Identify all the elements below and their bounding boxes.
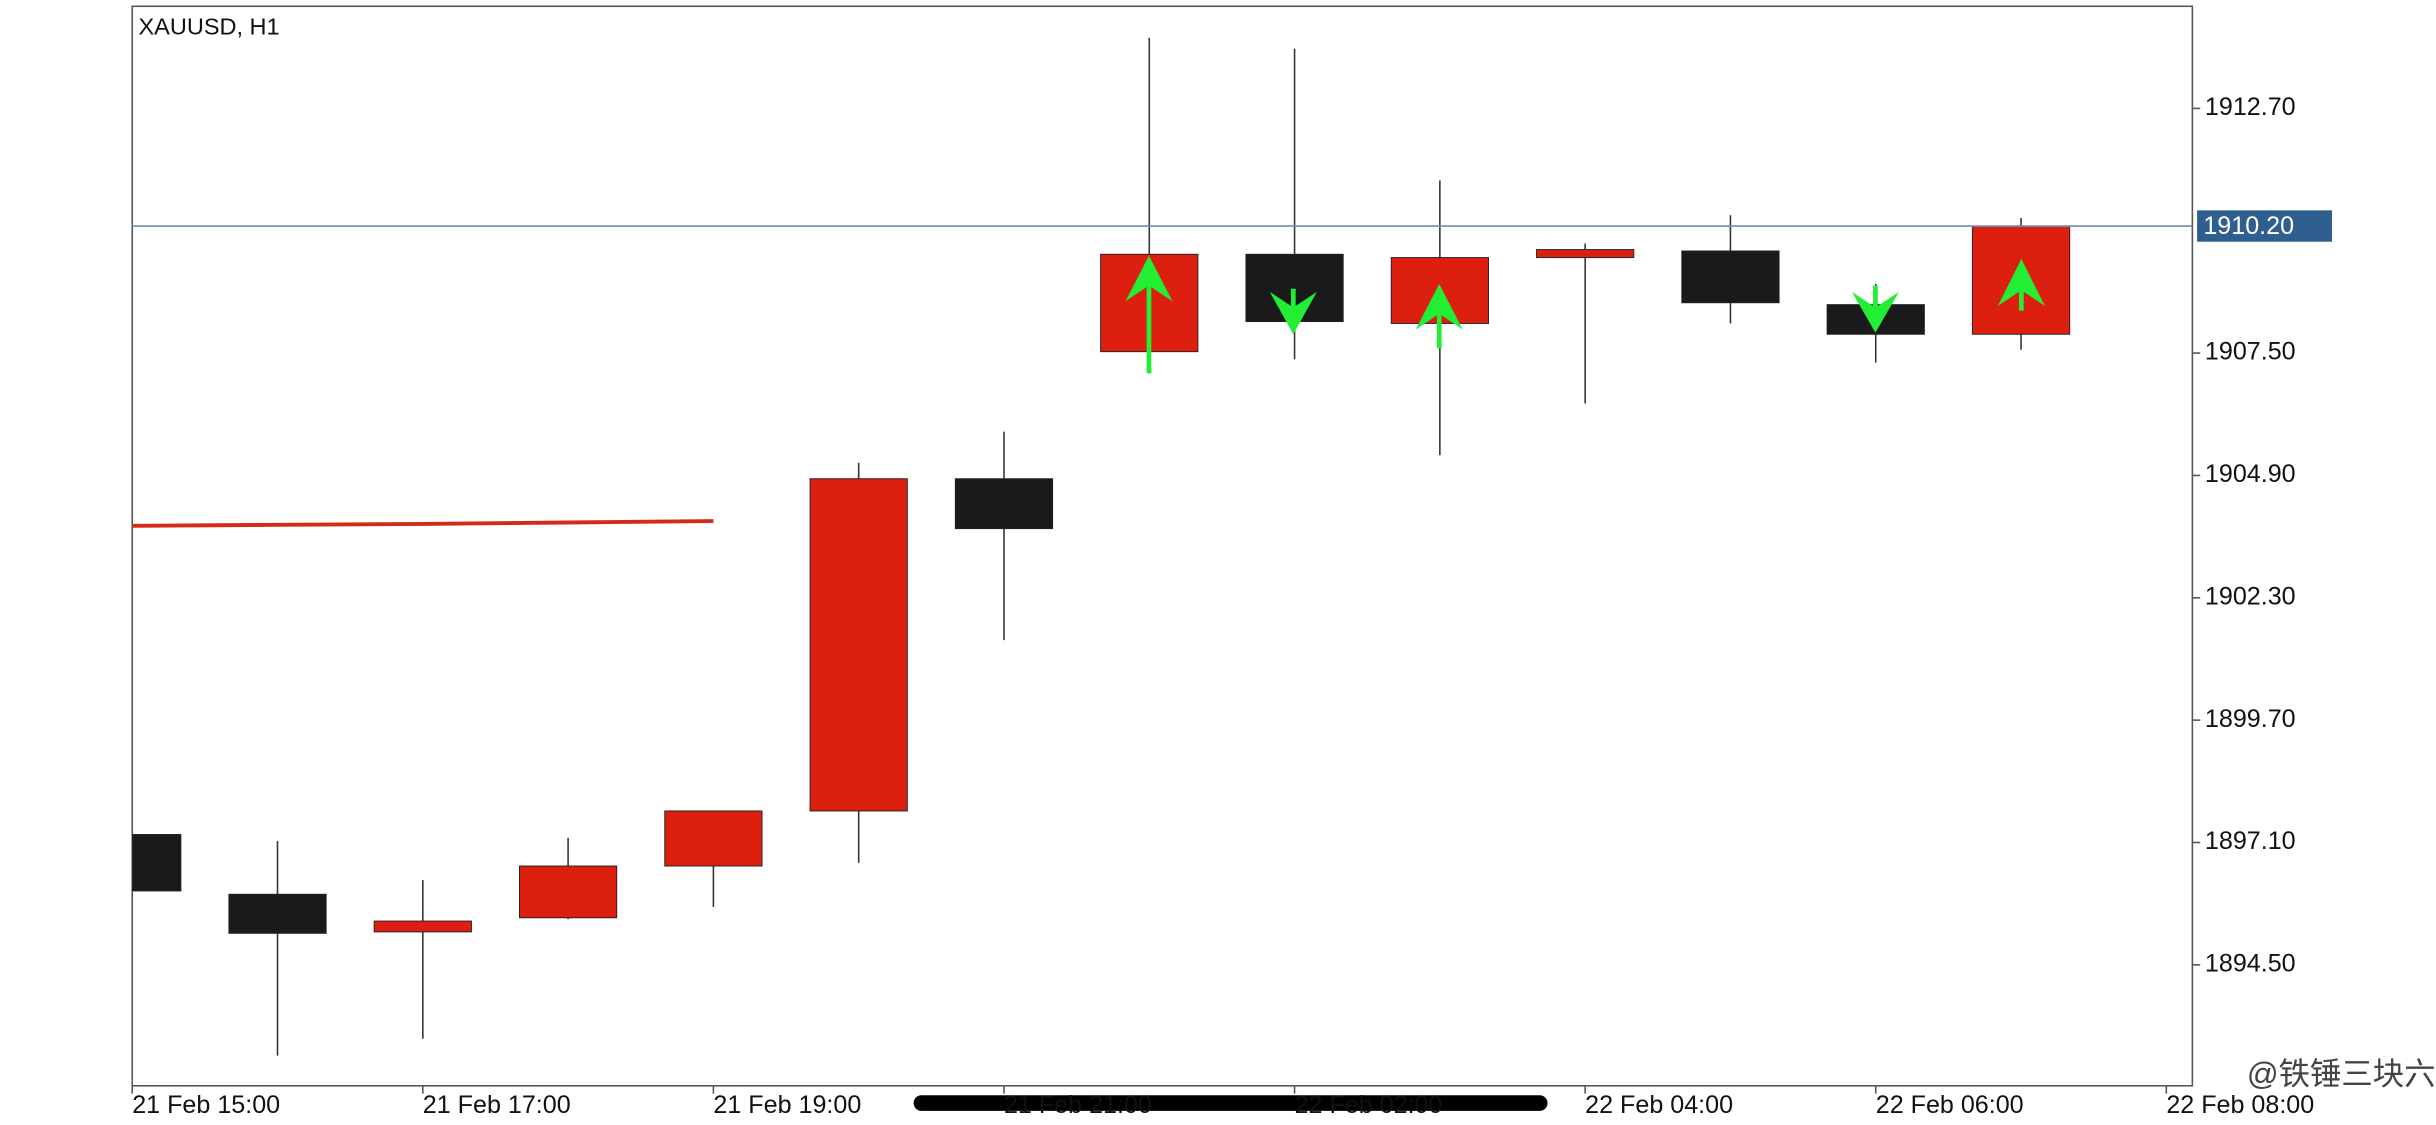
candle-body [228,893,327,934]
candle-body [664,810,763,867]
candle-body [518,865,618,919]
x-tick-label: 21 Feb 19:00 [713,1091,861,1119]
scroll-bar[interactable] [913,1095,1548,1111]
current-price-box [2197,210,2333,242]
candle-body [373,920,472,933]
arrow-down [1851,285,1899,333]
y-tick-label: 1904.90 [2205,460,2296,488]
candle-body [1681,250,1780,304]
y-tick-label: 1907.50 [2205,338,2296,366]
x-tick-label: 22 Feb 04:00 [1585,1091,1733,1119]
x-tick-label: 22 Feb 06:00 [1876,1091,2024,1119]
signal-arrows [1125,255,2045,374]
arrow-down [1269,288,1317,335]
plot-frame [131,5,2194,1087]
x-tick-label: 22 Feb 08:00 [2166,1091,2314,1119]
candle-body [809,478,908,812]
arrow-up [1997,258,2045,311]
x-tick-label: 21 Feb 21:00 [1004,1091,1152,1119]
chart-title: XAUUSD, H1 [139,13,280,39]
y-tick-label: 1897.10 [2205,827,2296,855]
candle-body [132,834,182,892]
arrow-up [1125,255,1173,374]
x-tick-label: 21 Feb 15:00 [132,1091,280,1119]
watermark: @铁锤三块六 [2247,1057,2436,1092]
y-tick-label: 1899.70 [2205,705,2296,733]
candle-body [1536,249,1635,259]
y-tick-label: 1902.30 [2205,582,2296,610]
y-tick-label: 1912.70 [2205,93,2296,121]
line [132,519,714,528]
plot-area [132,37,2071,1056]
y-tick-label: 1894.50 [2205,949,2296,977]
x-tick-label: 21 Feb 17:00 [423,1091,571,1119]
x-tick-label: 22 Feb 02:00 [1295,1091,1443,1119]
candle-body [954,478,1054,530]
arrow-up [1415,283,1463,349]
current-price-label: 1910.20 [2203,212,2294,240]
